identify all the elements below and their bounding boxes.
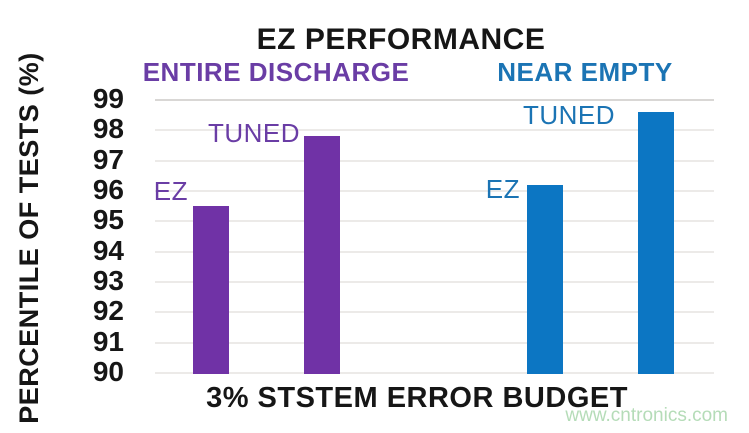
bar-entire-discharge-ez bbox=[193, 206, 229, 374]
gridline-94 bbox=[155, 250, 714, 253]
gridline-98 bbox=[155, 129, 714, 132]
y-tick-label-91: 91 bbox=[92, 325, 124, 357]
bar-label-near-empty-ez: EZ bbox=[485, 173, 520, 204]
bar-entire-discharge-tuned bbox=[304, 136, 340, 374]
y-tick-label-96: 96 bbox=[92, 173, 124, 205]
gridline-91 bbox=[155, 341, 714, 344]
y-tick-label-94: 94 bbox=[92, 234, 124, 266]
x-axis-title: 3% STSTEM ERROR BUDGET bbox=[206, 382, 628, 414]
gridline-99 bbox=[155, 99, 714, 101]
gridline-90 bbox=[155, 372, 714, 374]
chart-title: EZ PERFORMANCE bbox=[256, 23, 546, 56]
y-tick-label-99: 99 bbox=[92, 82, 124, 114]
bar-label-entire-discharge-tuned: TUNED bbox=[207, 118, 300, 149]
gridline-92 bbox=[155, 311, 714, 314]
gridline-93 bbox=[155, 281, 714, 283]
watermark: www.cntronics.com bbox=[565, 405, 728, 426]
y-tick-label-98: 98 bbox=[92, 113, 124, 145]
gridline-96 bbox=[155, 190, 714, 192]
y-axis-title: PERCENTILE OF TESTS (%) bbox=[14, 52, 44, 424]
bar-label-near-empty-tuned: TUNED bbox=[522, 100, 615, 131]
group-label-near-empty: NEAR EMPTY bbox=[497, 57, 673, 87]
y-tick-label-93: 93 bbox=[92, 264, 124, 296]
y-tick-label-90: 90 bbox=[92, 355, 124, 387]
y-tick-label-92: 92 bbox=[92, 295, 124, 327]
gridline-97 bbox=[155, 159, 714, 162]
y-tick-label-97: 97 bbox=[92, 143, 124, 175]
y-tick-label-95: 95 bbox=[92, 204, 124, 236]
bar-near-empty-tuned bbox=[638, 112, 674, 374]
gridline-95 bbox=[155, 220, 714, 223]
group-label-entire-discharge: ENTIRE DISCHARGE bbox=[142, 57, 410, 87]
bar-label-entire-discharge-ez: EZ bbox=[153, 176, 188, 207]
bar-near-empty-ez bbox=[527, 184, 563, 374]
